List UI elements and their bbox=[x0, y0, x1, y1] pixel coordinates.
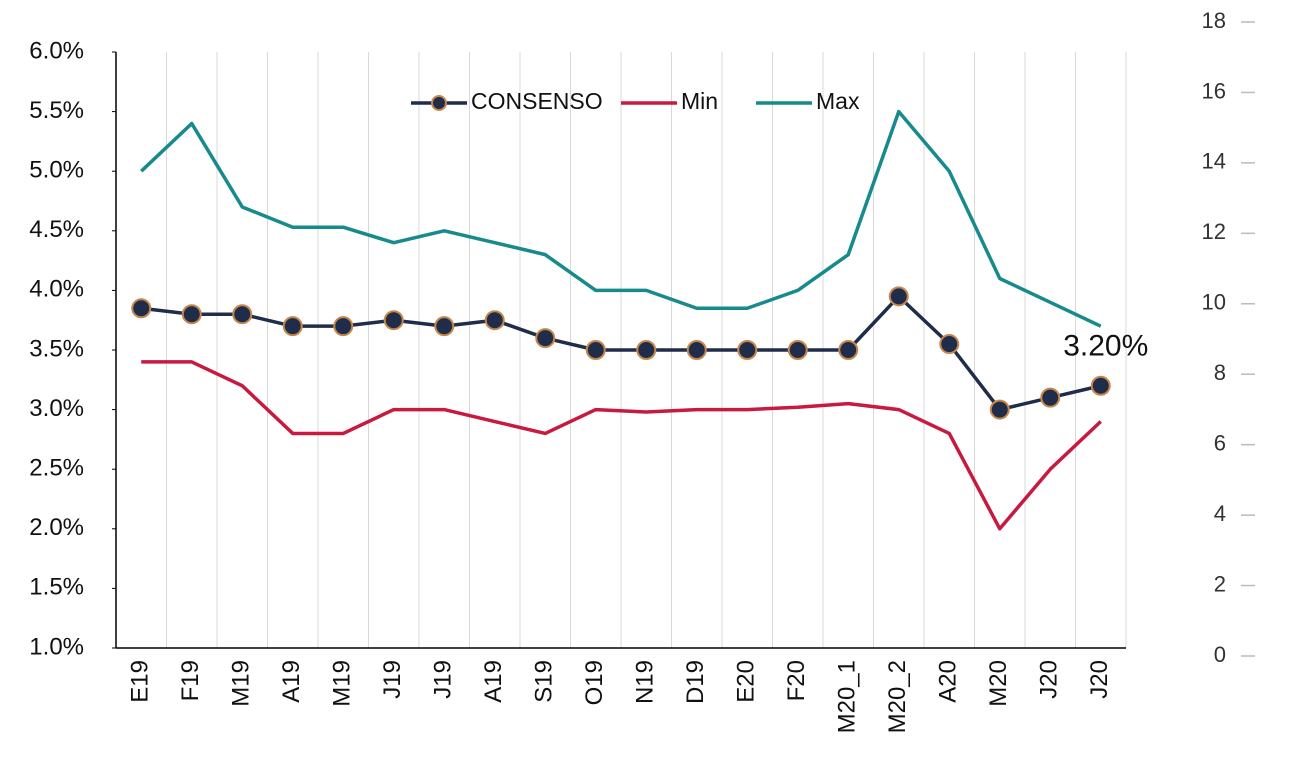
x-tick-label: D19 bbox=[682, 660, 709, 704]
x-tick-label: O19 bbox=[581, 660, 608, 705]
point-marker bbox=[383, 310, 404, 331]
y2-tick-label: 10 bbox=[1202, 290, 1226, 315]
y-tick-label: 2.0% bbox=[29, 514, 84, 541]
point-marker bbox=[333, 316, 354, 337]
y2-tick-label: 4 bbox=[1214, 501, 1226, 526]
point-marker bbox=[989, 399, 1010, 420]
point-marker bbox=[888, 286, 909, 307]
x-tick-label: M20_1 bbox=[834, 660, 861, 733]
x-tick-label: A19 bbox=[480, 660, 507, 703]
x-tick-label: M20 bbox=[985, 660, 1012, 707]
x-tick-label: A20 bbox=[935, 660, 962, 703]
y-tick-label: 3.5% bbox=[29, 335, 84, 362]
x-tick-label: A19 bbox=[278, 660, 305, 703]
x-tick-label: M19 bbox=[228, 660, 255, 707]
point-marker bbox=[232, 304, 253, 325]
y2-tick-label: 0 bbox=[1214, 642, 1226, 667]
x-tick-label: E19 bbox=[127, 660, 154, 703]
y-tick-label: 6.0% bbox=[29, 37, 84, 64]
y2-tick-label: 8 bbox=[1214, 360, 1226, 385]
point-marker bbox=[484, 310, 505, 331]
point-marker bbox=[737, 340, 758, 360]
x-tick-label: J20 bbox=[1036, 660, 1063, 699]
y-tick-label: 2.5% bbox=[29, 455, 84, 482]
x-tick-label: F20 bbox=[783, 660, 810, 701]
x-tick-label: N19 bbox=[632, 660, 659, 704]
y2-tick-label: 6 bbox=[1214, 430, 1226, 455]
point-marker bbox=[131, 298, 152, 319]
point-marker bbox=[585, 340, 606, 360]
y2-tick-label: 18 bbox=[1202, 8, 1226, 33]
x-tick-label: E20 bbox=[733, 660, 760, 703]
x-tick-label: M20_2 bbox=[884, 660, 911, 733]
legend-label: Min bbox=[681, 88, 718, 114]
legend-label: CONSENSO bbox=[471, 88, 603, 114]
point-marker bbox=[282, 316, 303, 337]
point-marker bbox=[434, 316, 455, 337]
point-marker bbox=[939, 334, 960, 355]
point-marker bbox=[1090, 375, 1111, 396]
point-marker bbox=[1040, 387, 1061, 408]
point-marker bbox=[636, 340, 657, 360]
y-tick-label: 1.0% bbox=[29, 633, 84, 660]
series-line bbox=[140, 109, 1102, 328]
y-tick-label: 1.5% bbox=[29, 574, 84, 601]
legend-label: Max bbox=[816, 88, 860, 114]
point-marker bbox=[787, 340, 808, 360]
x-tick-label: S19 bbox=[531, 660, 558, 703]
series-line bbox=[141, 360, 1102, 531]
point-marker bbox=[686, 340, 707, 360]
x-tick-label: F19 bbox=[177, 660, 204, 701]
legend-marker bbox=[431, 95, 447, 111]
y-tick-label: 3.0% bbox=[29, 395, 84, 422]
y2-tick-label: 12 bbox=[1202, 219, 1226, 244]
data-label: 3.20% bbox=[1063, 330, 1148, 363]
y2-tick-label: 14 bbox=[1202, 149, 1226, 174]
x-tick-label: J19 bbox=[379, 660, 406, 699]
y2-tick-label: 2 bbox=[1214, 571, 1226, 596]
x-tick-label: J20 bbox=[1086, 660, 1113, 699]
point-marker bbox=[838, 340, 859, 360]
point-marker bbox=[535, 328, 556, 349]
y-tick-label: 4.5% bbox=[29, 216, 84, 243]
x-tick-label: M19 bbox=[329, 660, 356, 707]
x-tick-label: J19 bbox=[430, 660, 457, 699]
point-marker bbox=[181, 304, 202, 325]
y2-tick-label: 16 bbox=[1202, 78, 1226, 103]
y-tick-label: 5.5% bbox=[29, 97, 84, 124]
y-tick-label: 4.0% bbox=[29, 276, 84, 303]
y-tick-label: 5.0% bbox=[29, 157, 84, 184]
